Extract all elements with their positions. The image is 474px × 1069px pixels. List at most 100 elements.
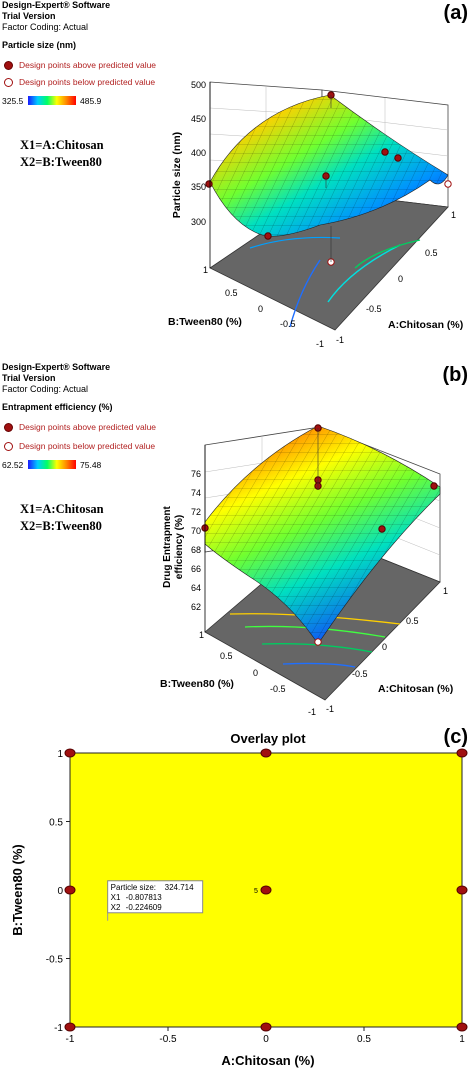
design-points — [205, 91, 452, 266]
x-tick: -0.5 — [366, 304, 382, 314]
software-version: Trial Version — [2, 373, 56, 383]
design-points — [201, 424, 438, 646]
z-axis-label: Particle size (nm) — [171, 132, 183, 218]
x-tick: -1 — [336, 335, 344, 345]
panel-a: Design-Expert® Software Trial Version Fa… — [0, 0, 474, 360]
chart-title: Overlay plot — [230, 731, 306, 746]
y-tick-label: 1 — [57, 749, 63, 760]
z-tick: 300 — [191, 217, 206, 227]
x-tick: 1 — [451, 210, 456, 220]
design-point-above-icon — [4, 60, 13, 70]
x-axis-label: A:Chitosan (%) — [388, 319, 463, 331]
x-tick-label: 0.5 — [357, 1034, 371, 1045]
y-tick: -0.5 — [270, 684, 286, 694]
y-tick: 0.5 — [225, 288, 238, 298]
x-tick-label: 1 — [459, 1034, 465, 1045]
z-ticks-a: 500 450 400 350 300 — [191, 80, 206, 227]
design-point — [64, 1022, 76, 1032]
x-tick: -1 — [326, 704, 334, 714]
design-point — [260, 1022, 272, 1032]
design-points — [64, 748, 468, 1032]
software-version: Trial Version — [2, 11, 56, 21]
z-tick: 72 — [191, 507, 201, 517]
z-tick: 500 — [191, 80, 206, 90]
x-axis-label: A:Chitosan (%) — [378, 683, 453, 695]
flag-line1-value: 324.714 — [165, 883, 194, 892]
panel-c: (c) Overlay plot -1 -0.5 0 0.5 1 1 0.5 0 -0.5 -1… — [0, 722, 474, 1069]
x-tick: 1 — [443, 586, 448, 596]
legend-above: Design points above predicted value — [4, 422, 156, 432]
design-point — [456, 748, 468, 758]
legend-above: Design points above predicted value — [4, 60, 156, 70]
z-tick: 350 — [191, 182, 206, 192]
svg-text:Drug Entrapment: Drug Entrapment — [162, 505, 173, 587]
y-tick: -1 — [316, 339, 324, 349]
factor-coding: Factor Coding: Actual — [2, 384, 89, 394]
x-tick-label: -0.5 — [159, 1034, 177, 1045]
panel-label: (a) — [443, 2, 468, 24]
design-point-above-icon — [4, 422, 13, 432]
x-tick: 0 — [382, 642, 387, 652]
z-axis-label: Drug Entrapment efficiency (%) — [162, 505, 185, 587]
x-ticks-a: 1 0.5 0 -0.5 -1 — [336, 210, 456, 345]
y-axis-label: B:Tween80 (%) — [10, 844, 25, 936]
y-ticks-b: 1 0.5 0 -0.5 -1 — [199, 630, 316, 717]
surface-plot-a: 500 450 400 350 300 Particle size (nm) 1… — [168, 80, 463, 349]
y-tick: 1 — [203, 265, 208, 275]
y-ticks-a: 1 0.5 0 -0.5 -1 — [203, 265, 324, 349]
color-scale — [28, 96, 76, 105]
panel-label: (b) — [442, 364, 468, 386]
factor-coding: Factor Coding: Actual — [2, 22, 89, 32]
x-axis-label: A:Chitosan (%) — [221, 1053, 314, 1068]
y-tick: 1 — [199, 630, 204, 640]
y-tick: -0.5 — [280, 319, 296, 329]
z-tick: 64 — [191, 583, 201, 593]
flag-line2-label: X1 — [111, 893, 121, 902]
center-replicate-count: 5 — [254, 888, 258, 895]
flag-line2-value: -0.807813 — [126, 893, 163, 902]
design-point — [260, 885, 272, 895]
software-name: Design-Expert® Software — [2, 0, 111, 10]
z-tick: 68 — [191, 545, 201, 555]
overlay-plot: Overlay plot -1 -0.5 0 0.5 1 1 0.5 0 -0.5 -1 5 P… — [10, 731, 468, 1068]
svg-text:efficiency (%): efficiency (%) — [174, 515, 185, 579]
design-point — [456, 885, 468, 895]
color-max: 485.9 — [80, 96, 102, 106]
design-point — [260, 748, 272, 758]
design-point — [64, 748, 76, 758]
y-tick: -1 — [308, 707, 316, 717]
flag-line3-label: X2 — [111, 903, 121, 912]
color-min: 325.5 — [2, 96, 24, 106]
response-name: Particle size (nm) — [2, 40, 77, 50]
color-min: 62.52 — [2, 460, 24, 470]
z-tick: 70 — [191, 526, 201, 536]
x-ticks-b: 1 0.5 0 -0.5 -1 — [326, 586, 448, 714]
z-tick: 62 — [191, 602, 201, 612]
y-tick-label: -1 — [54, 1023, 63, 1034]
legend-below: Design points below predicted value — [4, 77, 155, 87]
response-name: Entrapment efficiency (%) — [2, 402, 113, 412]
x-tick: 0.5 — [406, 616, 419, 626]
y-tick-label: -0.5 — [46, 955, 64, 966]
panel-b: Design-Expert® Software Trial Version Fa… — [0, 362, 474, 722]
software-name: Design-Expert® Software — [2, 362, 111, 372]
surface-plot-b: 76 74 72 70 68 66 64 62 Drug Entrapment … — [160, 424, 453, 717]
z-tick: 66 — [191, 564, 201, 574]
y-axis-label: B:Tween80 (%) — [168, 316, 242, 328]
legend-below: Design points below predicted value — [4, 441, 155, 451]
y-axis-label: B:Tween80 (%) — [160, 678, 234, 690]
flag-box: Particle size: 324.714 X1 -0.807813 X2 -… — [107, 880, 204, 921]
factor-definitions: X1=A:Chitosan X2=B:Tween80 — [20, 502, 104, 533]
z-tick: 450 — [191, 114, 206, 124]
design-point-below-icon — [4, 441, 13, 451]
flag-line3-value: -0.224609 — [126, 903, 163, 912]
design-point — [456, 1022, 468, 1032]
x-tick-label: 0 — [263, 1034, 269, 1045]
design-point-below-icon — [4, 77, 13, 87]
z-tick: 74 — [191, 488, 201, 498]
y-tick-label: 0.5 — [49, 818, 63, 829]
color-scale — [28, 460, 76, 469]
x-tick: 0.5 — [425, 248, 438, 258]
color-max: 75.48 — [80, 460, 102, 470]
z-tick: 76 — [191, 469, 201, 479]
